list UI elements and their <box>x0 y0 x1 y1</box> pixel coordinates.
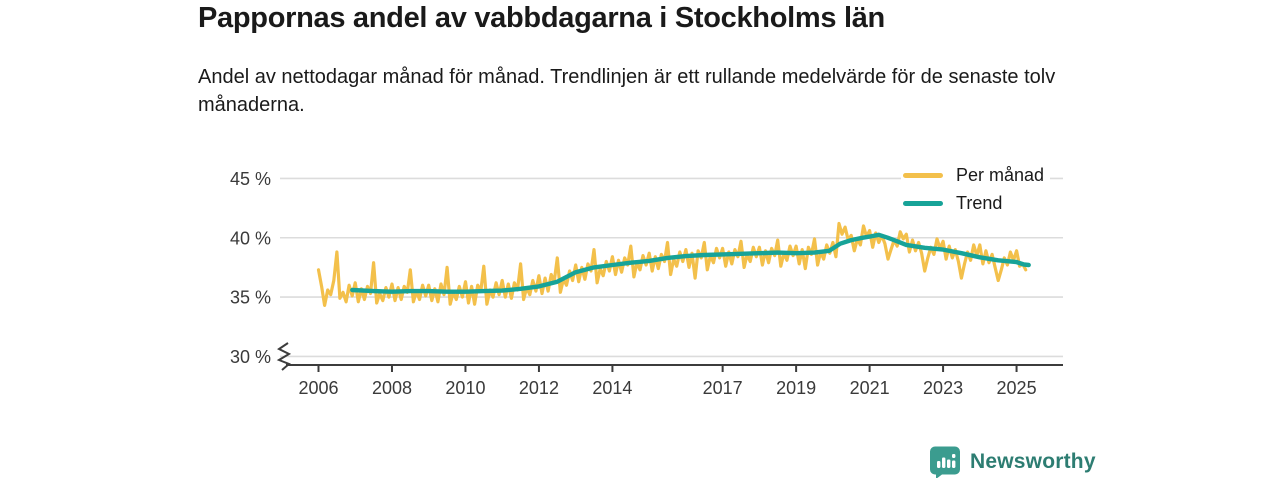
x-tick-label: 2012 <box>519 378 559 398</box>
y-tick-label: 40 % <box>230 228 271 248</box>
y-tick-label: 45 % <box>230 169 271 189</box>
series-line-trend <box>350 232 1031 294</box>
newsworthy-logo-icon <box>930 446 960 478</box>
chart-legend: Per månad Trend <box>901 163 1051 216</box>
x-tick-label: 2006 <box>298 378 338 398</box>
x-tick-label: 2014 <box>592 378 632 398</box>
x-tick-label: 2017 <box>703 378 743 398</box>
brand-name: Newsworthy <box>970 449 1096 473</box>
page-title: Pappornas andel av vabbdagarna i Stockho… <box>198 2 885 34</box>
legend-label-per-manad: Per månad <box>956 165 1045 185</box>
trend-line-swatch-icon <box>903 201 943 206</box>
legend-item-per-manad: Per månad <box>901 163 1051 188</box>
x-tick-label: 2021 <box>850 378 890 398</box>
per-manad-line-swatch-icon <box>903 173 943 178</box>
x-tick-label: 2025 <box>997 378 1037 398</box>
chart-subtitle: Andel av nettodagar månad för månad. Tre… <box>198 66 1056 116</box>
x-tick-label: 2023 <box>923 378 963 398</box>
legend-item-trend: Trend <box>901 191 1051 216</box>
y-tick-label: 30 % <box>230 347 271 367</box>
legend-label-trend: Trend <box>956 193 1003 213</box>
x-tick-label: 2010 <box>445 378 485 398</box>
x-tick-label: 2019 <box>776 378 816 398</box>
x-tick-label: 2008 <box>372 378 412 398</box>
newsworthy-attribution[interactable]: Newsworthy <box>929 445 1096 478</box>
y-tick-label: 35 % <box>230 288 271 308</box>
axis-break-icon <box>276 342 292 371</box>
